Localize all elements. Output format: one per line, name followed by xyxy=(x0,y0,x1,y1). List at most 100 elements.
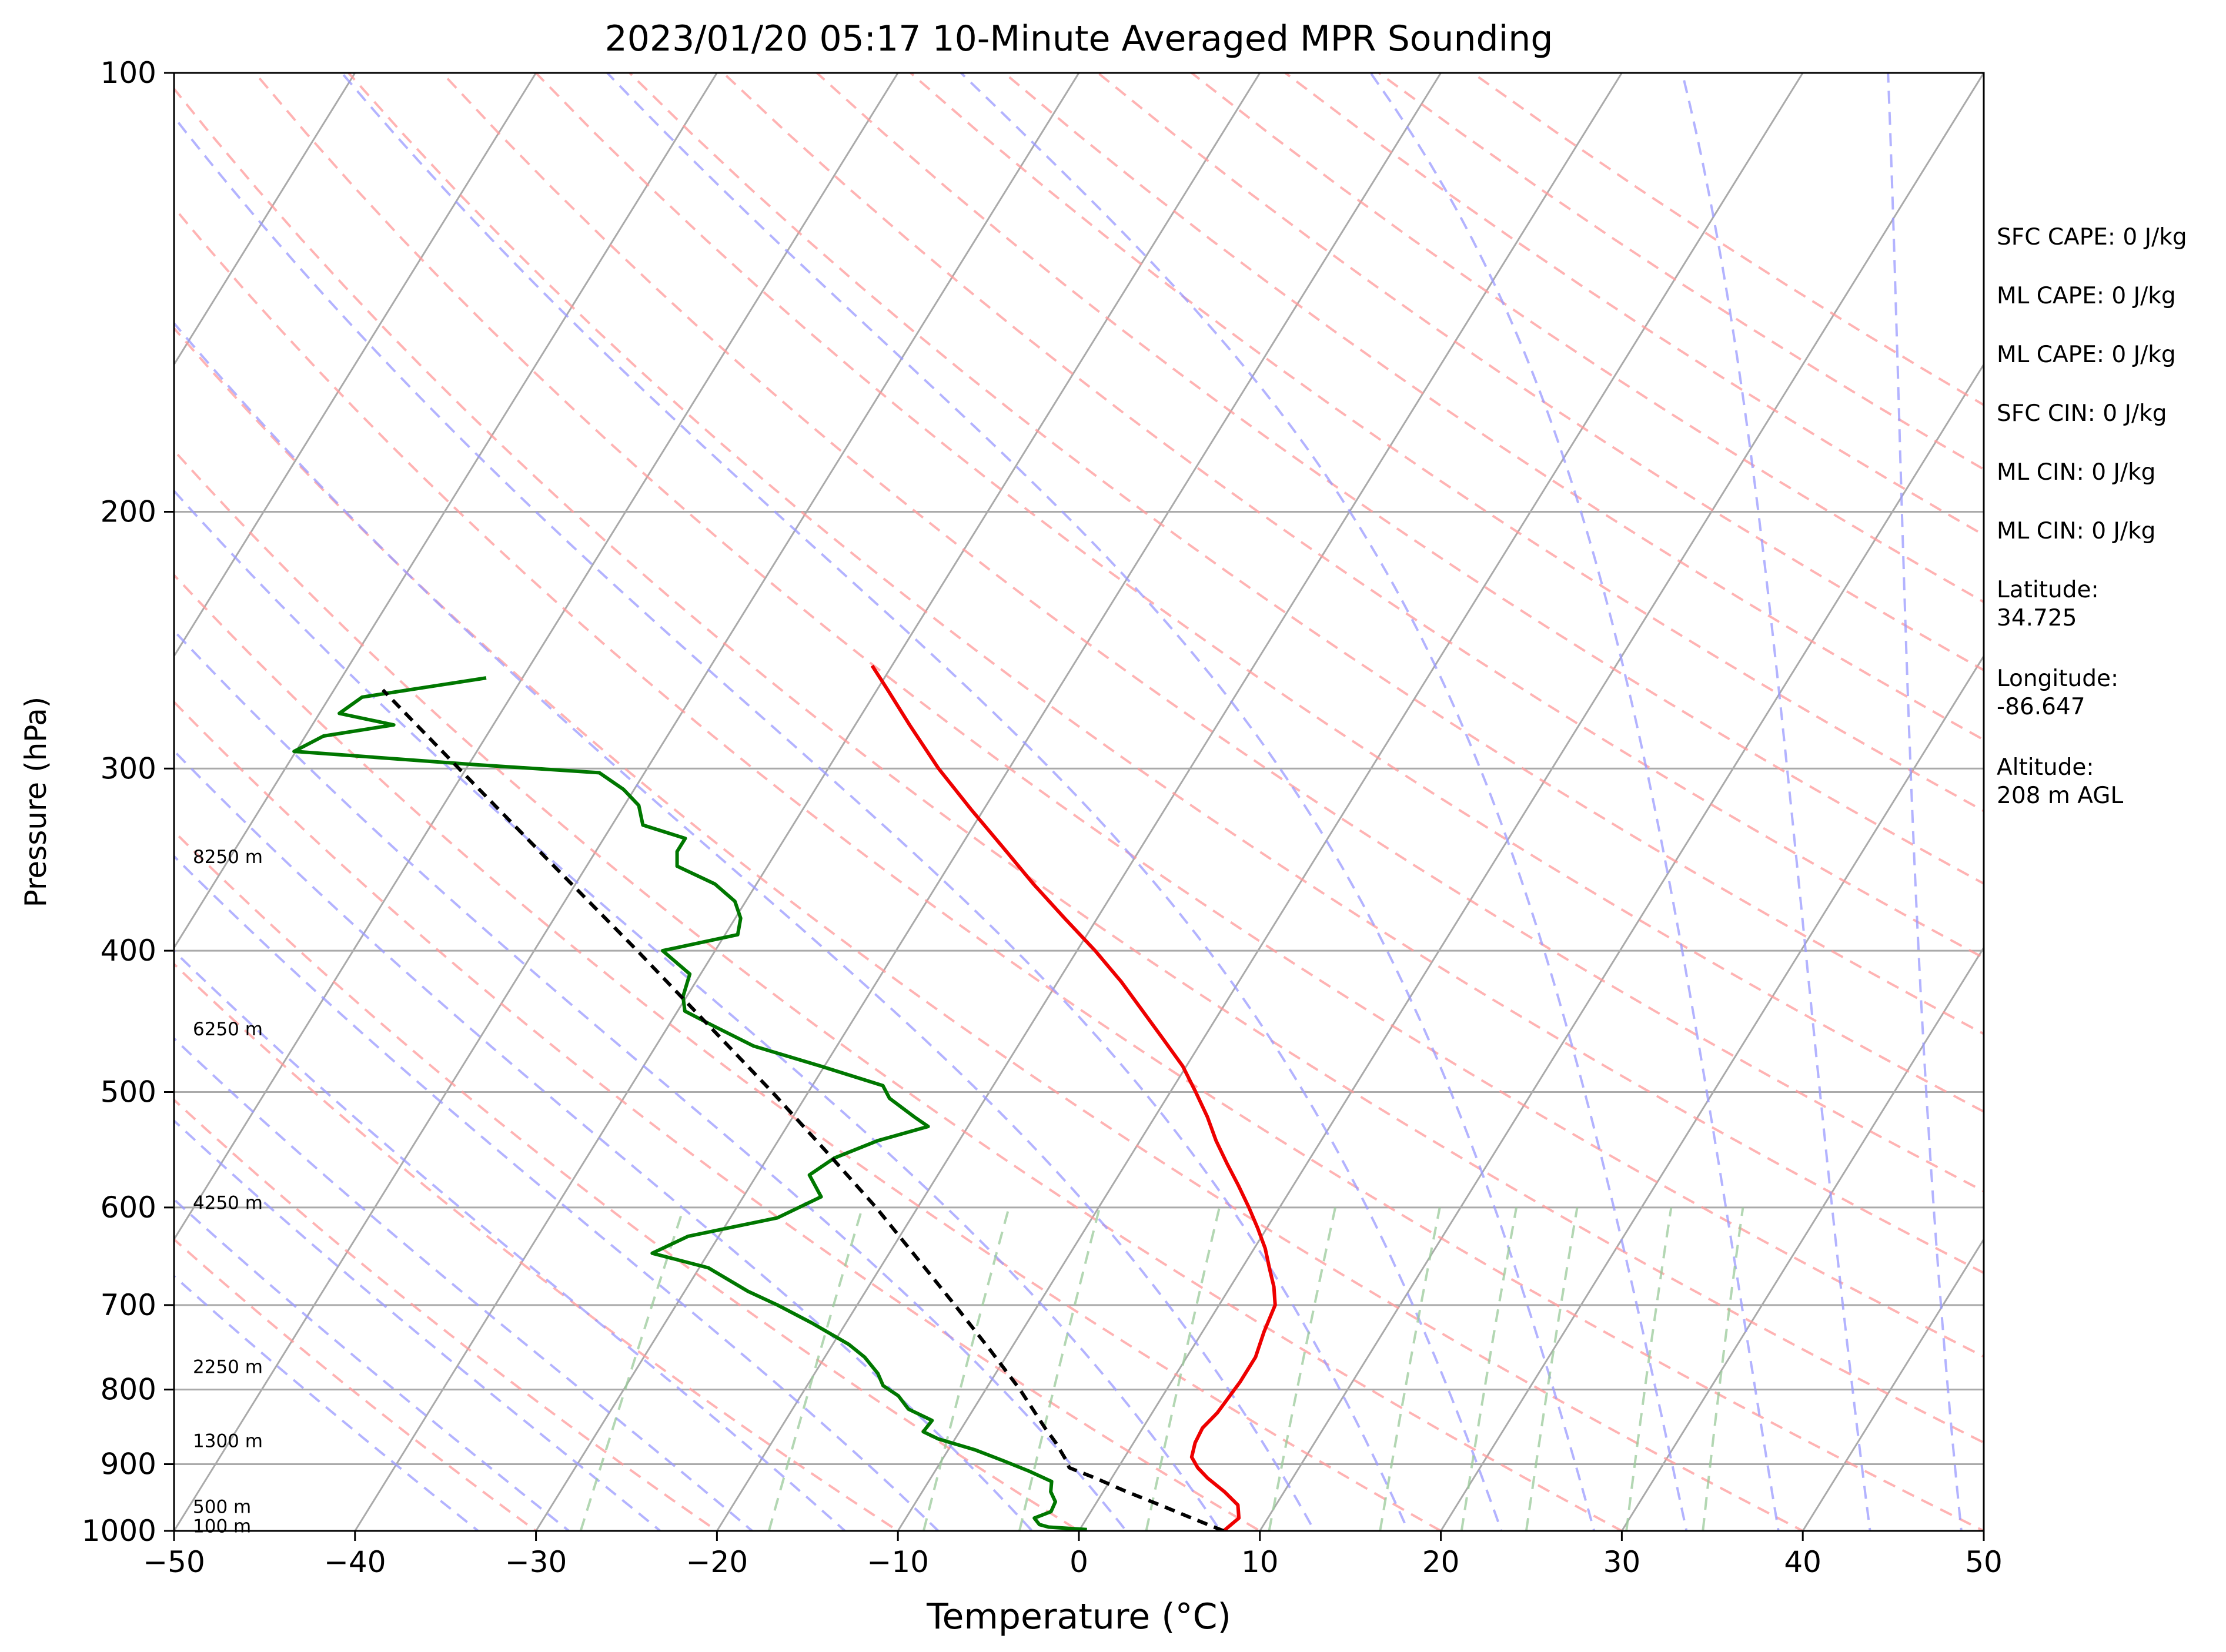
annotation-text: ML CIN: 0 J/kg xyxy=(1997,518,2155,544)
sounding-annotations: SFC CAPE: 0 J/kg ML CAPE: 0 J/kg ML CAPE: … xyxy=(1997,224,2187,809)
mixing-ratio-lines xyxy=(579,1207,1744,1531)
dry-adiabat xyxy=(174,573,1443,1531)
mixing-ratio-line xyxy=(1525,1207,1579,1531)
annotation-text: Longitude: xyxy=(1997,666,2118,692)
x-tick-label: −40 xyxy=(324,1545,386,1579)
y-axis-ticks: 100 200 300 400 500 600 700 800 900 1000 xyxy=(82,56,174,1548)
x-tick-label: 20 xyxy=(1422,1545,1460,1579)
mixing-ratio-line xyxy=(767,1207,864,1531)
isotherm-line xyxy=(1621,946,1984,1531)
moist-adiabat xyxy=(174,949,847,1531)
y-tick-label: 1000 xyxy=(82,1514,156,1548)
moist-adiabat xyxy=(174,854,940,1531)
background-lines xyxy=(174,73,1984,1531)
moist-adiabat xyxy=(606,73,1596,1531)
x-tick-label: 40 xyxy=(1784,1545,1821,1579)
isotherm-line xyxy=(174,73,1080,1531)
dry-adiabat xyxy=(1003,73,1984,741)
sounding-traces xyxy=(292,664,1277,1531)
y-tick-label: 300 xyxy=(101,751,156,785)
height-label: 8250 m xyxy=(193,847,263,868)
moist-adiabat xyxy=(1681,73,1871,1531)
x-axis-ticks: −50 −40 −30 −20 −10 0 10 20 30 40 50 xyxy=(143,1531,2003,1579)
isotherm-line xyxy=(1440,654,1984,1531)
x-tick-label: 50 xyxy=(1965,1545,2003,1579)
y-tick-label: 400 xyxy=(101,934,156,968)
dry-adiabat xyxy=(174,1098,719,1531)
moist-adiabat xyxy=(960,73,1688,1531)
dry-adiabat xyxy=(174,1238,538,1531)
isotherm-line xyxy=(174,73,899,1241)
annotation-text: ML CAPE: 0 J/kg xyxy=(1997,283,2176,309)
isotherm-line xyxy=(354,73,1261,1531)
y-tick-label: 700 xyxy=(101,1288,156,1322)
y-tick-label: 200 xyxy=(101,495,156,529)
annotation-text: SFC CIN: 0 J/kg xyxy=(1997,400,2167,427)
y-tick-label: 500 xyxy=(101,1075,156,1109)
y-tick-label: 100 xyxy=(101,56,156,90)
annotation-text: 208 m AGL xyxy=(1997,782,2123,809)
dry-adiabat xyxy=(174,86,1984,1444)
height-label: 100 m xyxy=(193,1516,251,1537)
mixing-ratio-line xyxy=(1379,1207,1441,1531)
mixing-ratio-line xyxy=(1145,1207,1221,1531)
isotherm-line xyxy=(897,73,1804,1531)
x-tick-label: −50 xyxy=(143,1545,205,1579)
annotation-text: Latitude: xyxy=(1997,577,2099,603)
moist-adiabat xyxy=(1887,73,1963,1531)
isotherm-line xyxy=(535,73,1442,1531)
moist-adiabats xyxy=(174,73,1963,1531)
moist-adiabat xyxy=(174,1119,663,1531)
isotherm-gridlines xyxy=(174,73,1984,1531)
y-tick-label: 900 xyxy=(101,1447,156,1482)
dry-adiabat xyxy=(722,73,1984,959)
dry-adiabat xyxy=(910,73,1984,812)
dry-adiabat xyxy=(253,73,1984,1358)
annotation-text: Altitude: xyxy=(1997,754,2094,781)
moist-adiabat xyxy=(340,73,1503,1531)
y-axis-label: Pressure (hPa) xyxy=(19,697,53,908)
annotation-text: ML CIN: 0 J/kg xyxy=(1997,459,2155,486)
x-tick-label: 30 xyxy=(1603,1545,1641,1579)
dry-adiabat xyxy=(174,830,1081,1531)
chart-title: 2023/01/20 05:17 10-Minute Averaged MPR … xyxy=(605,18,1553,59)
isotherm-line xyxy=(174,73,537,658)
isotherm-line xyxy=(1801,1238,1984,1531)
mixing-ratio-line xyxy=(1268,1207,1337,1531)
height-label: 500 m xyxy=(193,1496,251,1517)
mixing-ratio-line xyxy=(1625,1207,1673,1531)
moist-adiabat xyxy=(174,1036,754,1531)
temperature-line xyxy=(870,664,1277,1531)
x-tick-label: −20 xyxy=(686,1545,748,1579)
x-tick-label: −10 xyxy=(867,1545,929,1579)
dewpoint-line xyxy=(292,676,1087,1531)
x-axis-label: Temperature (°C) xyxy=(926,1596,1231,1637)
x-tick-label: −30 xyxy=(505,1545,567,1579)
mixing-ratio-line xyxy=(579,1207,685,1531)
annotation-text: SFC CAPE: 0 J/kg xyxy=(1997,224,2187,250)
height-label: 4250 m xyxy=(193,1193,263,1214)
mixing-ratio-line xyxy=(1018,1207,1101,1531)
annotation-text: 34.725 xyxy=(1997,605,2077,631)
x-tick-label: 10 xyxy=(1241,1545,1279,1579)
moist-adiabat xyxy=(174,321,1316,1531)
dry-adiabat xyxy=(174,449,1625,1531)
isotherm-line xyxy=(1078,73,1984,1531)
moist-adiabat xyxy=(174,749,1034,1531)
dry-adiabat xyxy=(174,326,1806,1531)
y-tick-label: 600 xyxy=(101,1190,156,1225)
isotherm-line xyxy=(1259,363,1984,1531)
dry-adiabats xyxy=(174,73,1984,1531)
height-label: 1300 m xyxy=(193,1431,263,1452)
isotherm-line xyxy=(174,73,356,366)
mixing-ratio-line xyxy=(1702,1207,1744,1531)
height-label: 2250 m xyxy=(193,1356,263,1377)
moist-adiabat xyxy=(1369,73,1780,1531)
isobar-gridlines xyxy=(174,511,1984,1466)
parcel-profile-line xyxy=(381,688,1225,1531)
mixing-ratio-line xyxy=(1460,1207,1518,1531)
mixing-ratio-line xyxy=(922,1207,1011,1531)
